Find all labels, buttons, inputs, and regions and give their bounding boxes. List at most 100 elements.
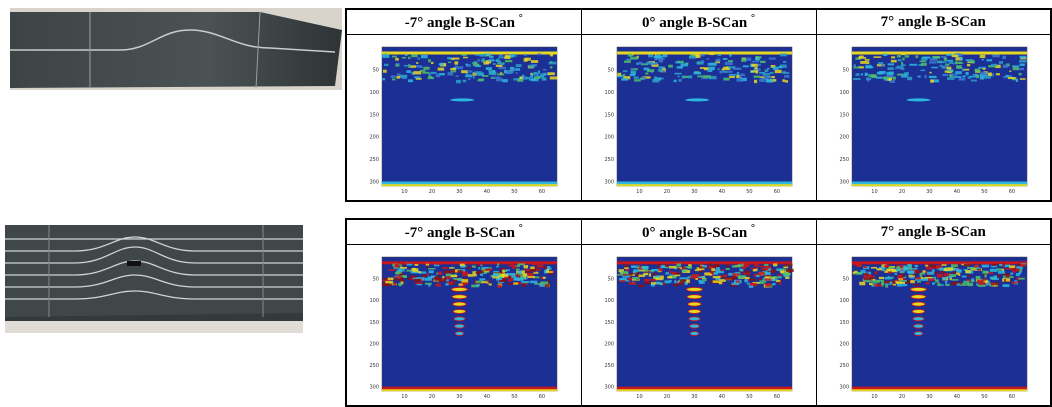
back-wall bbox=[382, 387, 557, 390]
speckle bbox=[632, 271, 636, 274]
x-tick-label: 30 bbox=[926, 189, 932, 195]
speckle bbox=[764, 70, 767, 72]
header-sup: ° bbox=[519, 13, 523, 24]
speckle bbox=[498, 285, 502, 288]
x-tick-label: 60 bbox=[773, 189, 779, 195]
speckle bbox=[652, 279, 655, 282]
speckle bbox=[627, 54, 631, 57]
speckle bbox=[962, 75, 965, 77]
speckle bbox=[1011, 282, 1017, 284]
speckle bbox=[477, 59, 479, 62]
speckle bbox=[478, 79, 484, 81]
speckle bbox=[665, 264, 668, 267]
y-tick-label: 50 bbox=[607, 67, 613, 73]
speckle bbox=[436, 74, 440, 77]
y-tick-label: 250 bbox=[369, 363, 379, 369]
y-tick-label: 100 bbox=[839, 90, 849, 96]
speckle bbox=[728, 74, 736, 76]
speckle bbox=[776, 268, 782, 271]
speckle bbox=[448, 72, 454, 75]
speckle bbox=[739, 74, 744, 77]
speckle bbox=[744, 78, 747, 81]
speckle bbox=[457, 66, 464, 69]
y-tick-label: 100 bbox=[604, 298, 614, 304]
echo bbox=[912, 309, 924, 313]
speckle bbox=[493, 274, 499, 277]
x-tick-label: 20 bbox=[898, 189, 904, 195]
speckle bbox=[482, 281, 488, 283]
speckle bbox=[922, 270, 925, 272]
speckle bbox=[741, 58, 746, 61]
speckle bbox=[927, 278, 934, 281]
speckle bbox=[858, 57, 865, 59]
x-tick-label: 30 bbox=[456, 189, 462, 195]
speckle bbox=[998, 271, 1005, 274]
speckle bbox=[392, 56, 397, 58]
speckle bbox=[454, 61, 458, 64]
speckle bbox=[428, 76, 432, 78]
speckle bbox=[691, 274, 698, 276]
speckle bbox=[855, 73, 859, 76]
speckle bbox=[860, 61, 867, 64]
speckle bbox=[760, 61, 766, 63]
echo bbox=[455, 332, 464, 336]
back-wall-2 bbox=[617, 389, 792, 391]
speckle bbox=[539, 284, 545, 286]
speckle bbox=[881, 281, 884, 284]
speckle bbox=[653, 58, 656, 60]
speckle bbox=[930, 79, 934, 82]
back-wall-2 bbox=[382, 389, 557, 391]
speckle bbox=[550, 61, 552, 63]
speckle bbox=[398, 283, 401, 286]
speckle bbox=[939, 271, 944, 273]
speckle bbox=[536, 268, 538, 270]
scan-table-2: -7° angle B-SCan °0° angle B-SCan °7° an… bbox=[345, 218, 1052, 407]
speckle bbox=[689, 54, 695, 56]
scan-background bbox=[852, 47, 1027, 186]
x-tick-label: 60 bbox=[773, 394, 779, 400]
speckle bbox=[407, 264, 413, 266]
speckle bbox=[1012, 65, 1019, 67]
speckle bbox=[854, 271, 858, 273]
speckle bbox=[382, 55, 389, 58]
speckle bbox=[961, 69, 964, 71]
speckle bbox=[463, 57, 468, 59]
y-tick-label: 150 bbox=[839, 320, 849, 326]
speckle bbox=[486, 67, 492, 70]
speckle bbox=[446, 279, 449, 281]
echo bbox=[452, 295, 467, 299]
speckle bbox=[940, 61, 946, 63]
speckle bbox=[728, 60, 733, 62]
speckle bbox=[385, 281, 393, 283]
speckle bbox=[417, 58, 420, 60]
speckle bbox=[514, 277, 519, 280]
speckle bbox=[401, 277, 404, 280]
speckle bbox=[410, 65, 416, 68]
header-text: 7° angle B-SCan bbox=[881, 14, 986, 30]
back-wall bbox=[382, 182, 557, 185]
speckle bbox=[890, 56, 894, 58]
x-tick-label: 60 bbox=[1008, 394, 1014, 400]
speckle bbox=[638, 285, 644, 288]
speckle bbox=[752, 269, 755, 271]
speckle bbox=[658, 58, 664, 60]
speckle bbox=[617, 73, 621, 76]
speckle bbox=[651, 269, 658, 271]
speckle bbox=[622, 274, 625, 276]
speckle bbox=[522, 270, 525, 273]
image-cell: 50100150200250300102030405060 bbox=[346, 35, 581, 202]
speckle bbox=[757, 266, 765, 268]
speckle bbox=[677, 76, 680, 78]
speckle bbox=[744, 277, 749, 279]
speckle bbox=[860, 270, 865, 273]
header-text: -7° angle B-SCan bbox=[405, 15, 515, 31]
speckle bbox=[512, 265, 517, 268]
speckle bbox=[538, 53, 542, 55]
speckle bbox=[438, 271, 442, 274]
speckle bbox=[997, 274, 1000, 276]
echo bbox=[914, 332, 923, 336]
speckle bbox=[974, 69, 979, 72]
speckle bbox=[521, 281, 529, 283]
speckle bbox=[925, 282, 929, 285]
speckle bbox=[887, 67, 893, 70]
